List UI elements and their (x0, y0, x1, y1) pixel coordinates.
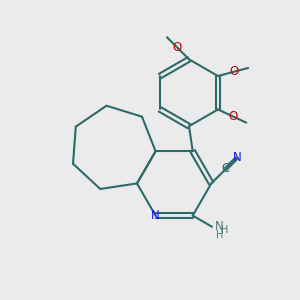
Text: C: C (222, 163, 230, 176)
Text: O: O (230, 65, 239, 78)
Text: N: N (232, 151, 241, 164)
Text: O: O (229, 110, 238, 123)
Text: N: N (215, 220, 224, 232)
Text: O: O (172, 41, 182, 54)
Text: H: H (221, 226, 229, 236)
Text: N: N (151, 209, 160, 222)
Text: H: H (216, 230, 223, 240)
